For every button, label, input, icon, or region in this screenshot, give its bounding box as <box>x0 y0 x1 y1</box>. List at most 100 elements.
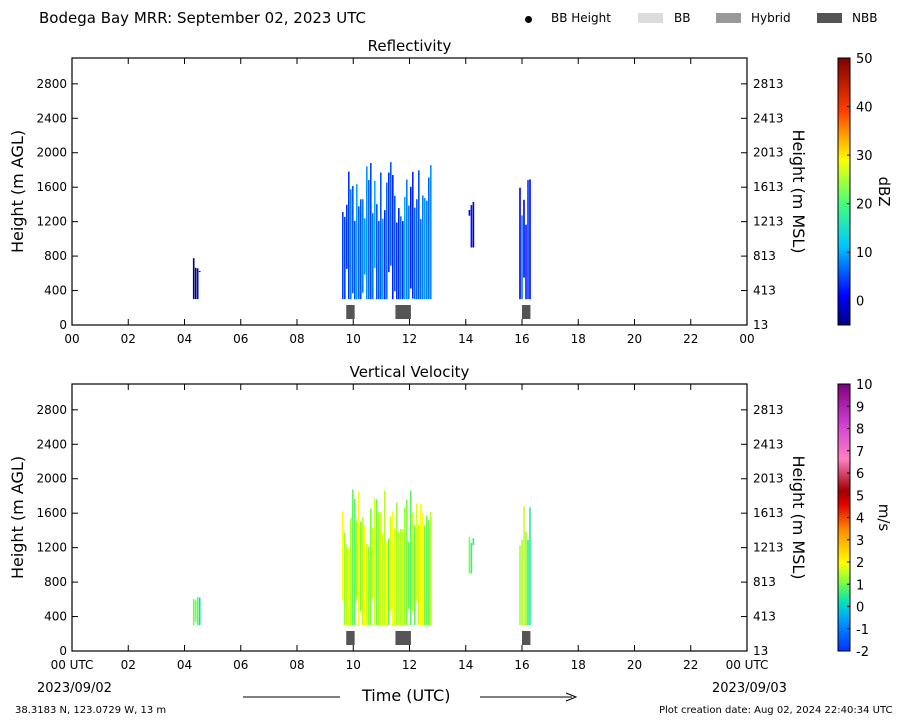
y-tick-label: 400 <box>44 610 67 624</box>
colorbar-tick-label: -1 <box>856 623 869 638</box>
precip-streak <box>380 172 382 300</box>
y-tick-label-right: 1613 <box>753 506 784 520</box>
colorbar-label: m/s <box>875 504 893 532</box>
precip-streak <box>525 224 527 300</box>
x-tick-label: 04 <box>177 332 192 346</box>
x-tick-label: 14 <box>458 332 473 346</box>
precip-streak <box>404 196 406 300</box>
y-tick-label-right: 1213 <box>753 215 784 229</box>
legend-swatch-bb <box>638 13 663 23</box>
colorbar-tick-label: 0 <box>856 295 864 310</box>
precip-streak <box>370 508 372 626</box>
y-tick-label: 0 <box>59 644 67 658</box>
colorbar-tick-label: 8 <box>856 423 864 438</box>
y-tick-label: 1600 <box>36 180 67 194</box>
precip-streak <box>390 162 392 266</box>
precip-streak <box>412 171 414 299</box>
precip-column <box>519 179 531 300</box>
y-tick-label: 800 <box>44 575 67 589</box>
precip-streak <box>420 219 422 300</box>
y-axis-label-right: Height (m MSL) <box>789 129 808 253</box>
x-tick-label: 00 <box>64 332 79 346</box>
colorbar-tick-label: 3 <box>856 534 864 549</box>
precip-streak <box>194 600 197 622</box>
precip-streak <box>428 177 430 300</box>
precip-streak <box>382 533 384 626</box>
precip-streak <box>388 538 390 626</box>
precip-streak <box>422 195 424 300</box>
precip-streak <box>390 516 392 611</box>
colorbar-tick-label: 2 <box>856 556 864 571</box>
dbz-colorbar: 0 10 20 30 40 50 dBZ <box>837 52 893 326</box>
x-tick-label: 00 UTC <box>726 658 769 672</box>
y-tick-label: 800 <box>44 249 67 263</box>
legend: BB Height BB Hybrid NBB <box>522 10 900 28</box>
x-tick-label: 18 <box>571 658 586 672</box>
precip-streak <box>412 512 414 612</box>
precip-streak <box>352 489 354 626</box>
precip-streak <box>364 525 366 626</box>
precip-streak <box>416 503 418 602</box>
y-tick-label-right: 2413 <box>753 437 784 451</box>
colorbar-tick-label: 10 <box>856 378 873 393</box>
colorbar-tick-label: 10 <box>856 246 873 261</box>
precip-streak <box>430 512 432 626</box>
panel-title: Reflectivity <box>368 37 452 55</box>
precip-streak <box>384 210 386 300</box>
x-tick-label: 14 <box>458 658 473 672</box>
precip-streak <box>196 597 199 626</box>
date-left: 2023/09/02 <box>37 681 112 696</box>
precip-streak <box>198 271 201 272</box>
precip-streak <box>398 208 400 300</box>
y-tick-label-right: 2013 <box>753 146 784 160</box>
precip-streak <box>342 212 344 300</box>
x-tick-label: 08 <box>289 658 304 672</box>
colorbar-tick-label: 4 <box>856 512 864 527</box>
y-tick-label: 2400 <box>36 437 67 451</box>
precip-streak <box>378 512 380 626</box>
precip-column <box>342 489 432 626</box>
precip-streak <box>352 186 354 294</box>
precip-streak <box>370 163 372 300</box>
legend-label-bb-height: BB Height <box>551 11 611 25</box>
x-tick-label: 16 <box>514 332 529 346</box>
y-tick-label: 2800 <box>36 403 67 417</box>
x-tick-label: 00 UTC <box>51 658 94 672</box>
y-axis-label: Height (m AGL) <box>8 130 27 253</box>
x-tick-label: 02 <box>121 332 136 346</box>
y-tick-label-right: 2413 <box>753 111 784 125</box>
y-axis-label: Height (m AGL) <box>8 456 27 579</box>
legend-swatch-hybrid <box>716 13 741 23</box>
precip-streak <box>198 597 201 626</box>
precip-streak <box>362 517 364 626</box>
x-tick-label: 22 <box>683 332 698 346</box>
legend-label-nbb: NBB <box>852 11 878 25</box>
precip-streak <box>472 202 475 248</box>
precip-streak <box>406 499 408 626</box>
y-tick-label: 1600 <box>36 506 67 520</box>
precip-streak <box>358 491 360 626</box>
precip-streak <box>192 599 195 626</box>
precip-streak <box>374 180 376 268</box>
y-tick-label: 1200 <box>36 215 67 229</box>
y-tick-label: 2000 <box>36 472 67 486</box>
y-tick-label: 400 <box>44 284 67 298</box>
y-tick-label-right: 1213 <box>753 541 784 555</box>
precip-streak <box>430 165 432 300</box>
precip-streak <box>521 215 523 300</box>
precip-streak <box>346 204 348 269</box>
precip-streak <box>525 532 527 626</box>
x-tick-label: 02 <box>121 658 136 672</box>
colorbar-tick-label: 40 <box>856 101 873 116</box>
precip-streak <box>519 545 521 626</box>
precip-streak <box>402 221 404 300</box>
x-tick-label: 20 <box>627 658 642 672</box>
y-tick-label-right: 2813 <box>753 403 784 417</box>
precip-streak <box>420 503 422 626</box>
precip-streak <box>362 199 364 293</box>
colorbar-tick-label: 9 <box>856 400 864 415</box>
y-tick-label: 2800 <box>36 77 67 91</box>
precip-column <box>192 597 201 626</box>
colorbar-tick-label: 30 <box>856 149 873 164</box>
